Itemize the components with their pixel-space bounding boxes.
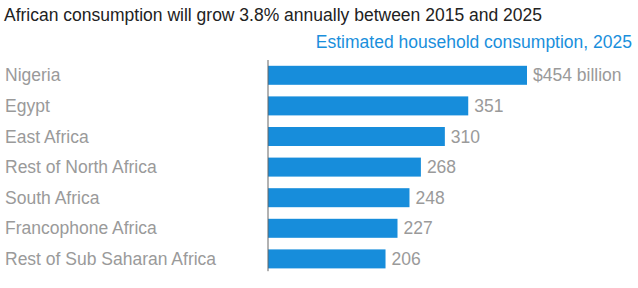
bar xyxy=(268,219,398,238)
chart-container: African consumption will grow 3.8% annua… xyxy=(0,0,638,288)
bar xyxy=(268,158,421,177)
bar xyxy=(268,127,445,146)
category-label: East Africa xyxy=(5,127,89,147)
axis-line xyxy=(268,60,269,271)
bars xyxy=(268,66,527,269)
bar xyxy=(268,66,527,85)
subtitle: Estimated household consumption, 2025 xyxy=(316,32,632,52)
data-label: 227 xyxy=(404,218,433,238)
data-label: 248 xyxy=(415,188,444,208)
data-label: 351 xyxy=(474,96,503,116)
category-label: Egypt xyxy=(5,96,50,116)
data-label: 310 xyxy=(451,127,480,147)
title: African consumption will grow 3.8% annua… xyxy=(4,5,542,25)
category-label: Rest of Sub Saharan Africa xyxy=(5,249,216,269)
category-label: Francophone Africa xyxy=(5,218,157,238)
data-label: 206 xyxy=(392,249,421,269)
bar xyxy=(268,249,386,268)
data-label: $454 billion xyxy=(533,65,622,85)
category-label: Nigeria xyxy=(5,65,61,85)
chart-svg: African consumption will grow 3.8% annua… xyxy=(0,0,638,288)
category-label: South Africa xyxy=(5,188,100,208)
data-label: 268 xyxy=(427,157,456,177)
category-label: Rest of North Africa xyxy=(5,157,157,177)
bar xyxy=(268,96,468,115)
bar xyxy=(268,188,409,207)
